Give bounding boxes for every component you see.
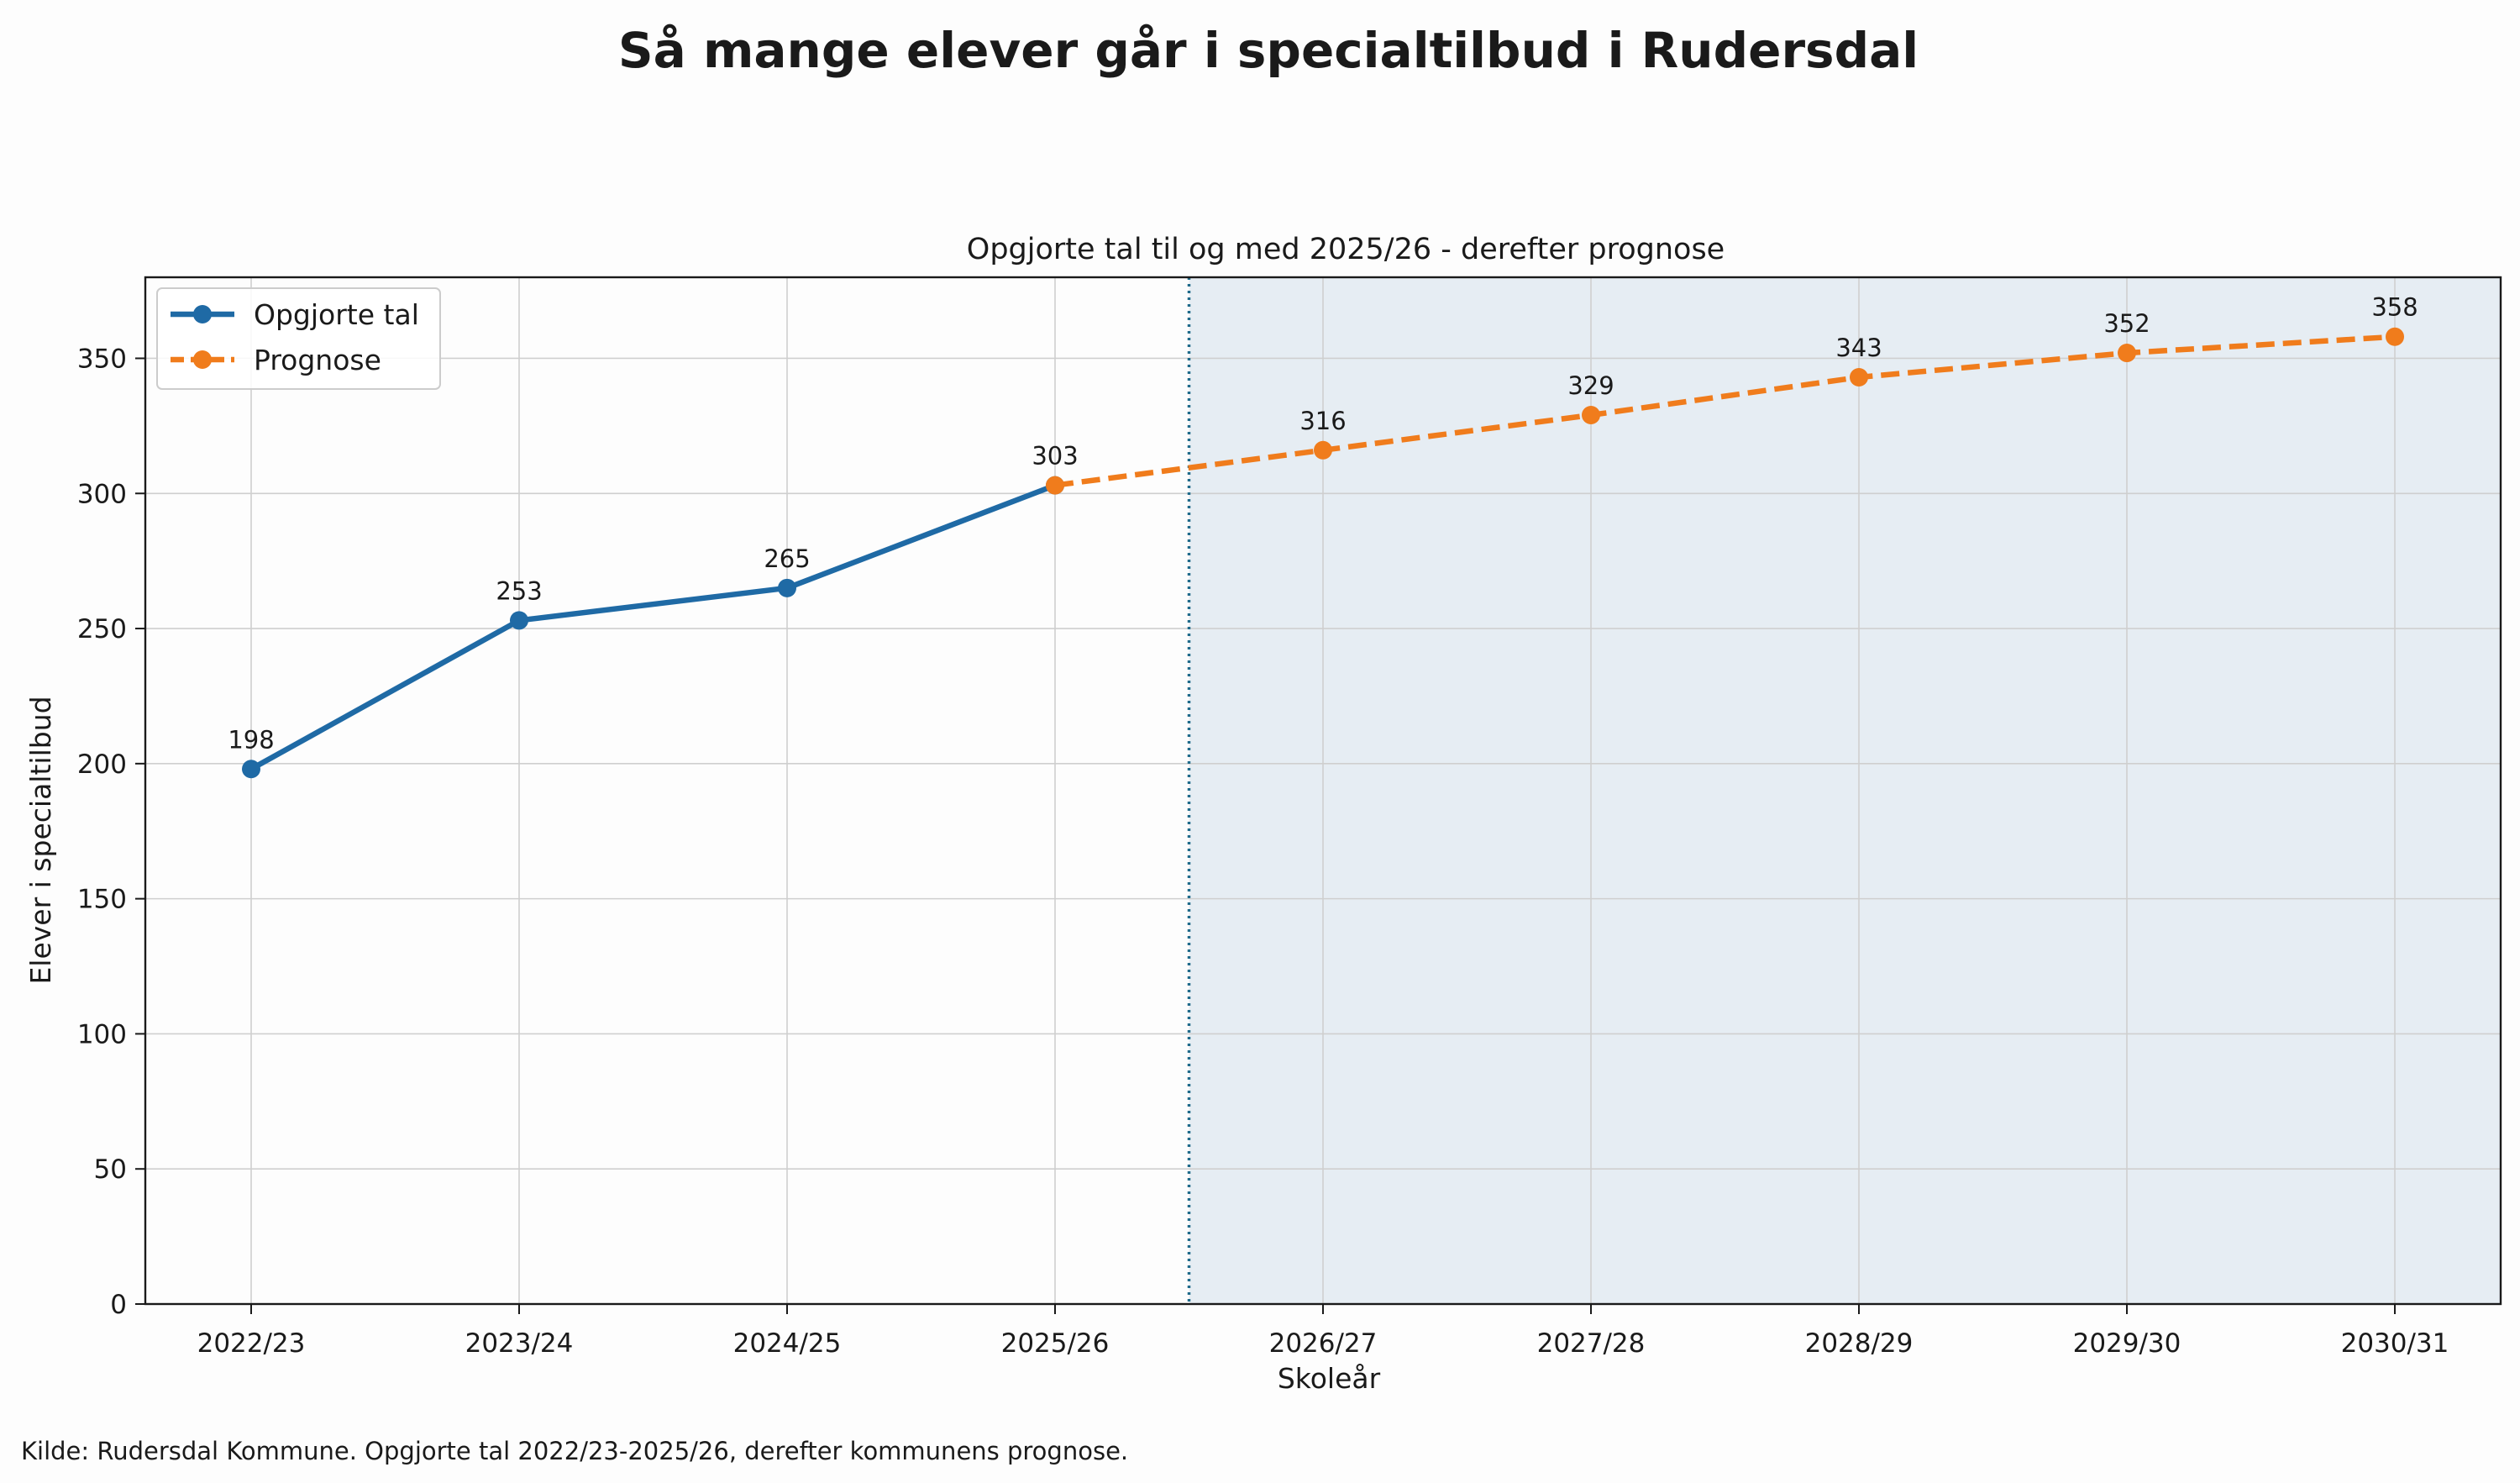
data-label: 253: [496, 576, 542, 605]
y-tick-label: 250: [77, 614, 127, 644]
x-tick-label: 2030/31: [2341, 1328, 2449, 1359]
x-tick-label: 2029/30: [2073, 1328, 2181, 1359]
series-line-0: [249, 482, 1057, 772]
series-point: [1046, 476, 1064, 495]
chart-subtitle: Opgjorte tal til og med 2025/26 - dereft…: [967, 233, 1725, 266]
x-tick-label: 2022/23: [197, 1328, 306, 1359]
y-tick-label: 350: [77, 344, 127, 374]
x-axis-label: Skoleår: [1278, 1362, 1381, 1395]
series-line-1: [1054, 334, 2396, 488]
forecast-shade: [1189, 277, 2501, 1304]
plot-area: 0 50 100 150 200 250 300 350 2022/23 2023/24 2024/…: [77, 276, 2502, 1359]
x-tick-label: 2023/24: [465, 1328, 574, 1359]
legend-label: Opgjorte tal: [254, 298, 419, 331]
series-point: [1850, 367, 1868, 387]
legend-swatch-marker: [193, 350, 212, 369]
series-point: [1582, 406, 1600, 425]
legend-swatch-marker: [193, 305, 212, 323]
y-axis-label: Elever i specialtilbud: [24, 696, 57, 984]
x-tick-label: 2024/25: [733, 1328, 842, 1359]
series-point: [242, 760, 260, 779]
x-tick-label: 2028/29: [1805, 1328, 1914, 1359]
chart-title: Så mange elever går i specialtilbud i Ru…: [618, 22, 1919, 79]
y-tick-label: 100: [77, 1019, 127, 1049]
x-tick-label: 2027/28: [1537, 1328, 1646, 1359]
x-tick-label: 2026/27: [1269, 1328, 1378, 1359]
y-tick-label: 200: [77, 749, 127, 780]
series-point: [510, 611, 528, 630]
data-label: 265: [764, 544, 810, 573]
x-tick-label: 2025/26: [1001, 1328, 1110, 1359]
data-label: 352: [2103, 309, 2150, 338]
data-label: 329: [1567, 371, 1614, 400]
y-tick-label: 150: [77, 885, 127, 915]
data-label: 343: [1835, 334, 1882, 362]
legend: Opgjorte tal Prognose: [156, 287, 441, 390]
data-label: 198: [228, 725, 274, 754]
y-tick-label: 0: [110, 1290, 127, 1320]
data-label: 316: [1299, 407, 1346, 435]
data-label: 303: [1032, 442, 1078, 471]
y-tick-label: 300: [77, 479, 127, 509]
series-point: [2386, 327, 2404, 346]
source-note: Kilde: Rudersdal Kommune. Opgjorte tal 2…: [21, 1437, 1128, 1465]
legend-label: Prognose: [254, 344, 381, 376]
y-tick-label: 50: [94, 1154, 127, 1185]
series-point: [1314, 440, 1332, 460]
series-point: [2118, 344, 2136, 363]
data-label: 358: [2371, 293, 2418, 322]
series-point: [778, 578, 796, 597]
